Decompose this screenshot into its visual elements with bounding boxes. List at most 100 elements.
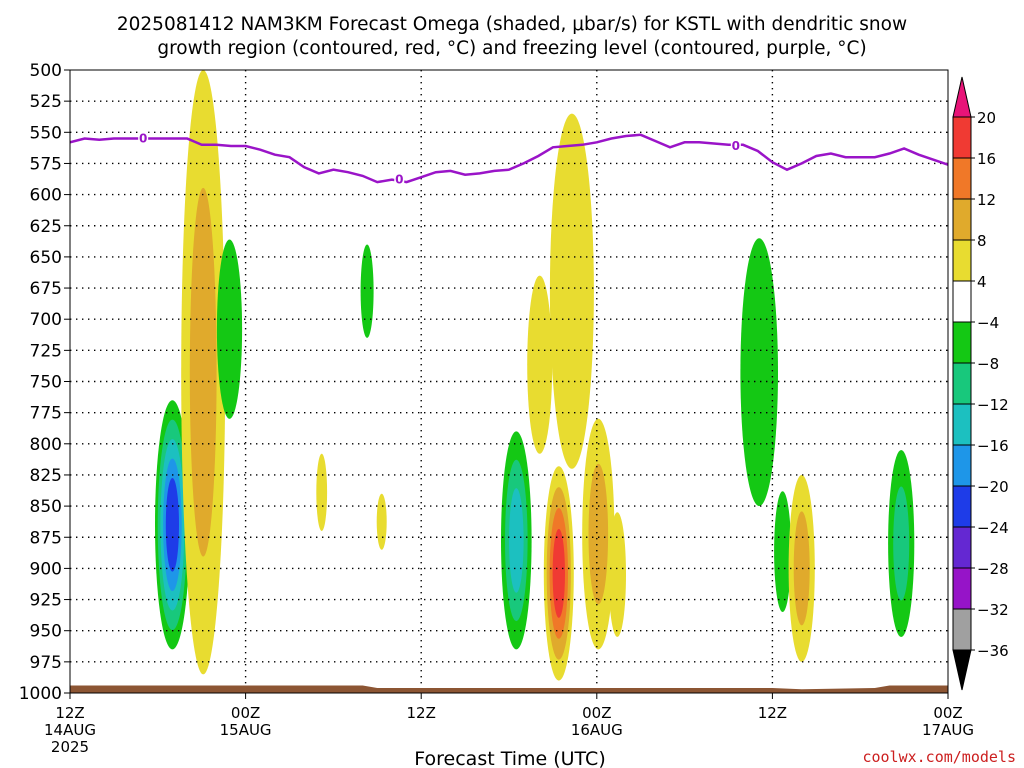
y-tick-label: 850 [30,497,62,517]
x-axis-title: Forecast Time (UTC) [414,748,605,768]
x-tick-label: 00Z [231,704,260,722]
omega-region [316,453,328,531]
x-tick-label: 16AUG [571,721,623,739]
omega-region [793,511,810,626]
omega-region [216,239,243,419]
x-tick-label: 15AUG [220,721,272,739]
freezing-level-label-bg [138,130,149,145]
colorbar-band [952,403,972,446]
x-tick-label: 12Z [407,704,436,722]
y-tick-label: 825 [30,466,62,486]
x-tick-label: 2025 [51,738,89,756]
freezing-level-label: 0 [138,130,149,146]
omega-region [893,486,910,601]
y-axis: 500 525 550 575 600 625 650 675 700 725 750 775 800 8… [19,61,70,704]
chart-title-line-1: 2025081412 NAM3KM Forecast Omega (shaded… [117,14,907,35]
y-tick-label: 600 [30,186,62,206]
freezing-level-label-text: 0 [139,132,147,146]
colorbar-tick-label: 8 [977,232,987,250]
y-tick-label: 925 [30,591,62,611]
colorbar-tick-label: −12 [977,396,1009,414]
x-tick-label: 14AUG [44,721,96,739]
freezing-level-label-bg [394,171,405,186]
omega-region [360,244,374,338]
y-tick-label: 800 [30,435,62,455]
x-tick-label: 12Z [55,704,84,722]
freezing-level-label-bg [730,138,741,153]
y-tick-label: 650 [30,248,62,268]
colorbar-tick-label: −24 [977,519,1009,537]
chart-title-line-2: growth region (contoured, red, °C) and f… [157,38,866,59]
colorbar-under-triangle [952,649,972,691]
omega-region [189,187,217,557]
colorbar-tick-label: 20 [977,109,996,127]
plot-area: 0 0 0 [70,70,948,693]
y-tick-label: 625 [30,217,62,237]
omega-region [509,488,524,593]
y-tick-label: 675 [30,279,62,299]
colorbar-band [952,239,972,282]
colorbar-band [952,362,972,405]
omega-region [552,528,565,618]
freezing-level-label: 0 [730,138,741,153]
y-tick-label: 500 [30,61,62,81]
omega-region [774,491,792,612]
colorbar-tick-label: −16 [977,437,1009,455]
colorbar-band [952,526,972,569]
y-tick-label: 775 [30,404,62,424]
credit-text: coolwx.com/models [862,748,1016,766]
colorbar-band [952,567,972,610]
grid-lines [70,70,948,693]
colorbar-band [952,198,972,241]
colorbar-tick-label: 16 [977,150,996,168]
y-tick-label: 950 [30,622,62,642]
colorbar-tick-label: 4 [977,273,987,291]
x-tick-label: 17AUG [922,721,974,739]
omega-region [608,512,626,637]
colorbar-tick-label: −32 [977,601,1009,619]
freezing-level-labels: 0 0 0 [138,130,741,187]
colorbar-band [952,280,972,323]
colorbar-over-triangle [952,76,972,118]
y-tick-label: 900 [30,559,62,579]
y-tick-label: 700 [30,310,62,330]
colorbar-tick-label: −4 [977,314,999,332]
omega-shading [155,70,915,681]
y-tick-label: 750 [30,373,62,393]
colorbar: 20 16 12 8 4 −4 −8 −12 −16 −20 −24 −28 −32 −36 [952,76,1009,691]
omega-region [740,238,778,507]
freezing-level-label-text: 0 [395,173,403,187]
omega-region [527,275,553,454]
y-tick-label: 525 [30,92,62,112]
y-tick-label: 575 [30,154,62,174]
terrain-surface [70,685,948,693]
y-tick-label: 975 [30,653,62,673]
colorbar-tick-label: −28 [977,560,1009,578]
omega-region [165,478,179,572]
colorbar-band [952,444,972,487]
y-tick-label: 550 [30,123,62,143]
colorbar-tick-label: −8 [977,355,999,373]
colorbar-tick-label: 12 [977,191,996,209]
omega-region [376,493,387,550]
x-tick-label: 12Z [758,704,787,722]
colorbar-band [952,321,972,364]
colorbar-band [952,116,972,159]
y-tick-label: 1000 [19,684,62,704]
colorbar-band [952,485,972,528]
omega-region [588,463,609,605]
freezing-level-label-text: 0 [732,139,740,153]
colorbar-band [952,157,972,200]
x-tick-label: 00Z [933,704,962,722]
colorbar-band [952,608,972,651]
y-tick-label: 875 [30,528,62,548]
freezing-level-label: 0 [394,171,405,187]
colorbar-tick-label: −36 [977,642,1009,660]
omega-region [549,113,594,469]
colorbar-tick-label: −20 [977,478,1009,496]
x-tick-label: 00Z [582,704,611,722]
freezing-level-contour [70,133,948,184]
y-tick-label: 725 [30,341,62,361]
